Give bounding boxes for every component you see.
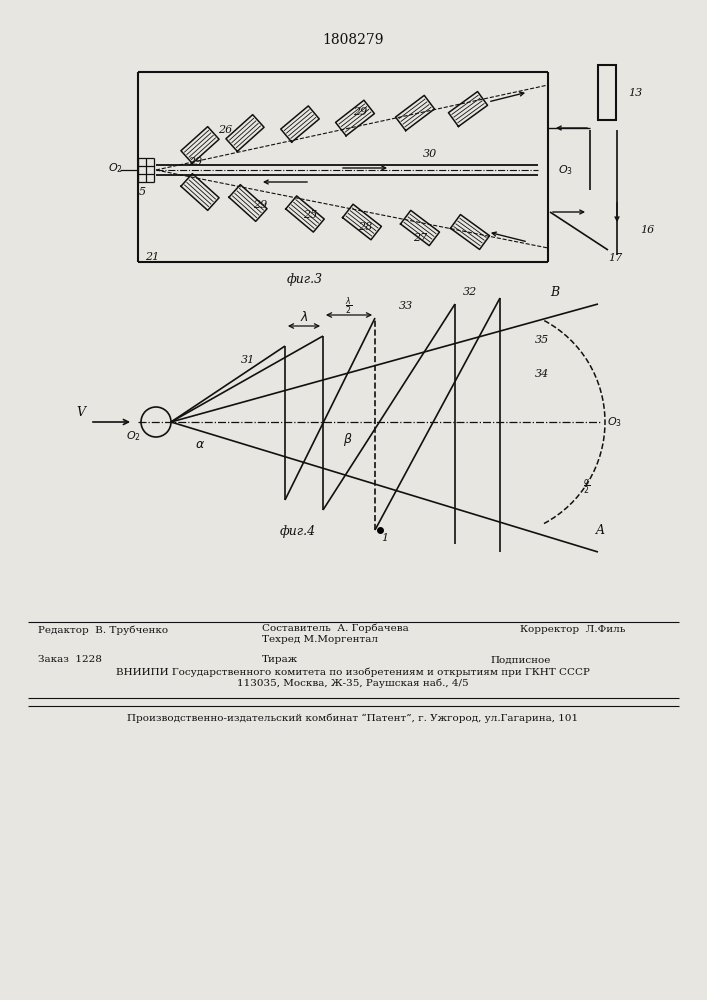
Text: $\lambda$: $\lambda$ (300, 310, 308, 324)
Text: Тираж: Тираж (262, 656, 298, 664)
Text: $\frac{\alpha}{2}$: $\frac{\alpha}{2}$ (583, 478, 590, 496)
Text: Составитель  А. Горбачева: Составитель А. Горбачева (262, 623, 409, 633)
Text: 29: 29 (353, 107, 367, 117)
Text: 35: 35 (535, 335, 549, 345)
Text: 31: 31 (241, 355, 255, 365)
Text: 13: 13 (628, 88, 642, 98)
Text: B: B (551, 286, 559, 298)
Text: Корректор  Л.Филь: Корректор Л.Филь (520, 626, 626, 635)
Text: фиг.3: фиг.3 (287, 273, 323, 286)
Text: $\frac{\lambda}{2}$: $\frac{\lambda}{2}$ (345, 295, 353, 317)
Text: 5: 5 (139, 187, 146, 197)
Text: Техред М.Моргентал: Техред М.Моргентал (262, 636, 378, 645)
Text: 30: 30 (423, 149, 437, 159)
Text: Подписное: Подписное (490, 656, 550, 664)
Text: 29: 29 (188, 157, 202, 167)
Text: 33: 33 (399, 301, 413, 311)
Text: Заказ  1228: Заказ 1228 (38, 656, 102, 664)
Text: $O_3$: $O_3$ (558, 163, 573, 177)
Text: A: A (595, 524, 604, 536)
Text: Редактор  В. Трубченко: Редактор В. Трубченко (38, 625, 168, 635)
Text: ВНИИПИ Государственного комитета по изобретениям и открытиям при ГКНТ СССР: ВНИИПИ Государственного комитета по изоб… (116, 667, 590, 677)
Text: $O_3$: $O_3$ (607, 415, 622, 429)
Text: 16: 16 (640, 225, 654, 235)
Text: 26: 26 (218, 125, 232, 135)
Text: 21: 21 (145, 252, 159, 262)
Text: 1: 1 (382, 533, 389, 543)
Bar (598, 65, 616, 120)
Text: Производственно-издательский комбинат “Патент”, г. Ужгород, ул.Гагарина, 101: Производственно-издательский комбинат “П… (127, 713, 578, 723)
Text: 32: 32 (463, 287, 477, 297)
Text: 28: 28 (358, 222, 372, 232)
Text: 27: 27 (413, 233, 427, 243)
Text: $\beta$: $\beta$ (343, 432, 353, 448)
Text: 29: 29 (253, 200, 267, 210)
Text: 25: 25 (303, 210, 317, 220)
Text: фиг.4: фиг.4 (280, 526, 316, 538)
Text: 34: 34 (535, 369, 549, 379)
Text: V: V (76, 406, 85, 420)
Text: $O_2$: $O_2$ (107, 161, 122, 175)
Text: 17: 17 (608, 253, 622, 263)
Text: 113035, Москва, Ж-35, Раушская наб., 4/5: 113035, Москва, Ж-35, Раушская наб., 4/5 (237, 678, 469, 688)
Text: $\alpha$: $\alpha$ (195, 438, 205, 450)
Text: $O_2$: $O_2$ (126, 429, 141, 443)
Text: 1808279: 1808279 (322, 33, 384, 47)
